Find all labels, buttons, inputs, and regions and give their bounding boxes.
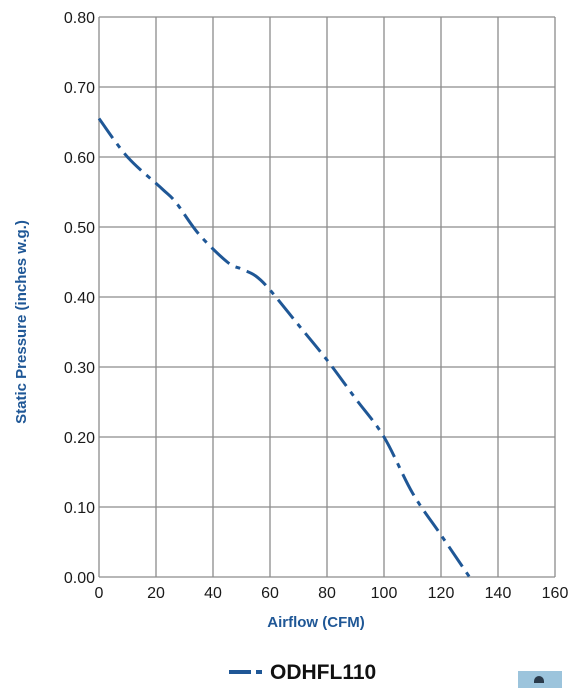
x-axis-title: Airflow (CFM) <box>267 614 364 631</box>
corner-tab-icon <box>518 671 562 688</box>
y-tick-label: 0.00 <box>64 570 95 587</box>
y-axis-title: Static Pressure (inches w.g.) <box>13 220 30 424</box>
y-tick-label: 0.60 <box>64 150 95 167</box>
y-tick-label: 0.40 <box>64 290 95 307</box>
x-tick-label: 40 <box>204 585 222 602</box>
grid <box>98 16 556 578</box>
legend-label: ODHFL110 <box>270 661 376 684</box>
y-tick-label: 0.70 <box>64 80 95 97</box>
x-tick-label: 100 <box>371 585 398 602</box>
x-tick-label: 60 <box>261 585 279 602</box>
legend: ODHFL110 <box>229 661 376 684</box>
x-tick-label: 140 <box>485 585 512 602</box>
y-tick-label: 0.80 <box>64 10 95 27</box>
x-tick-labels: 0 20 40 60 80 100 120 140 160 <box>95 585 569 602</box>
y-tick-label: 0.30 <box>64 360 95 377</box>
x-tick-label: 80 <box>318 585 336 602</box>
x-tick-label: 0 <box>95 585 104 602</box>
y-tick-label: 0.10 <box>64 500 95 517</box>
series-line <box>97 117 471 578</box>
x-tick-label: 160 <box>542 585 569 602</box>
series-layer <box>97 117 471 578</box>
y-tick-labels: 0.00 0.10 0.20 0.30 0.40 0.50 0.60 0.70 0.80 <box>64 10 95 587</box>
x-tick-label: 20 <box>147 585 165 602</box>
y-tick-label: 0.20 <box>64 430 95 447</box>
x-tick-label: 120 <box>428 585 455 602</box>
y-tick-label: 0.50 <box>64 220 95 237</box>
